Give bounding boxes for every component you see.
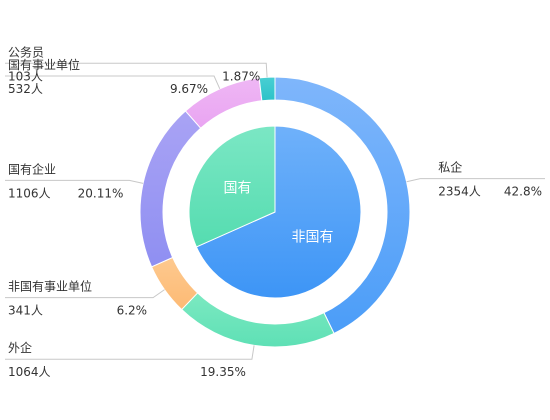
slice-name-label-4: 国有企业 bbox=[8, 161, 56, 176]
slice-name-label-5: 国有事业单位 bbox=[8, 57, 80, 72]
slice-count-label-3: 341人 bbox=[8, 304, 43, 318]
slice-percent-label-3: 6.2% bbox=[117, 304, 148, 318]
outer-slice-6[interactable] bbox=[258, 76, 276, 102]
slice-percent-label-5: 9.67% bbox=[170, 82, 208, 96]
slice-percent-label-2: 19.35% bbox=[200, 365, 246, 379]
inner-slice-label-1: 非国有 bbox=[291, 229, 333, 245]
inner-slice-1[interactable] bbox=[195, 125, 362, 299]
leader-line-2 bbox=[5, 345, 255, 360]
slice-percent-label-1: 42.8% bbox=[504, 185, 542, 199]
leader-line-6 bbox=[5, 62, 268, 78]
leader-line-3 bbox=[5, 289, 165, 299]
inner-pie bbox=[188, 125, 362, 299]
leader-line-1 bbox=[406, 178, 545, 183]
inner-slice-2[interactable] bbox=[188, 125, 276, 248]
slice-name-label-1: 私企 bbox=[438, 160, 462, 175]
slice-name-label-6: 公务员 bbox=[8, 44, 44, 59]
leader-lines bbox=[5, 62, 545, 360]
inner-slice-label-2: 国有 bbox=[224, 181, 252, 197]
leader-line-5 bbox=[5, 75, 221, 90]
slice-percent-label-6: 1.87% bbox=[222, 69, 260, 83]
slice-count-label-2: 1064人 bbox=[8, 365, 51, 379]
leader-line-4 bbox=[5, 179, 144, 184]
slice-name-label-2: 外企 bbox=[8, 340, 32, 355]
slice-count-label-4: 1106人 bbox=[8, 186, 51, 200]
slice-labels: 非国有 国有 私企 2354人 42.8% 外企 1064人 19.35% 非国有事业单位 341… bbox=[8, 44, 542, 379]
slice-count-label-6: 103人 bbox=[8, 69, 43, 83]
slice-count-label-1: 2354人 bbox=[438, 185, 481, 199]
outer-slice-2[interactable] bbox=[180, 292, 335, 348]
slice-count-label-5: 532人 bbox=[8, 82, 43, 96]
outer-ring bbox=[139, 76, 411, 348]
slice-percent-label-4: 20.11% bbox=[78, 186, 124, 200]
slice-name-label-3: 非国有事业单位 bbox=[8, 279, 92, 294]
